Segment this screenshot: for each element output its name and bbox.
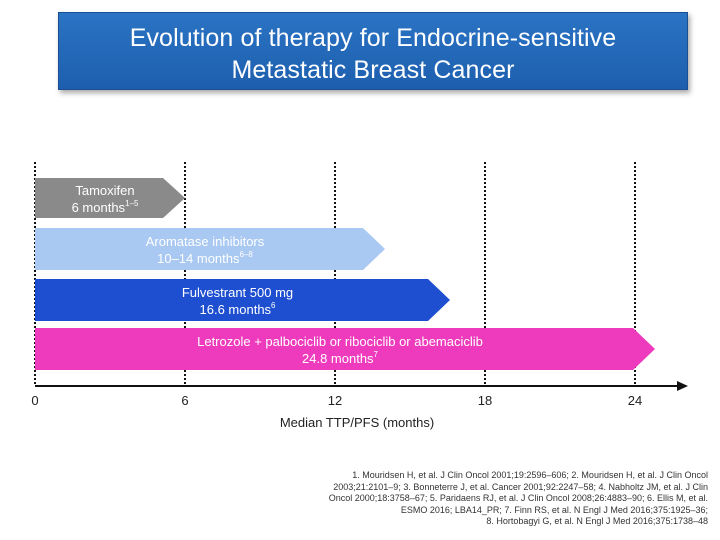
- reference-line: 1. Mouridsen H, et al. J Clin Oncol 2001…: [352, 470, 708, 480]
- title-line-1: Evolution of therapy for Endocrine-sensi…: [129, 24, 617, 52]
- bar-label-name: Tamoxifen: [75, 183, 134, 198]
- bar-label-name: Fulvestrant 500 mg: [182, 285, 293, 300]
- reference-line: Oncol 2000;18:3758–67; 5. Paridaens RJ, …: [328, 493, 708, 504]
- x-tick-label: 24: [628, 393, 642, 408]
- bar-2: [35, 279, 450, 321]
- bar-label-value: 24.8 months7: [302, 350, 379, 366]
- x-axis-arrow: [677, 381, 688, 391]
- bar-label-name: Aromatase inhibitors: [146, 234, 265, 249]
- x-tick-label: 18: [478, 393, 492, 408]
- x-tick-label: 0: [31, 393, 38, 408]
- bar-1: [35, 228, 385, 270]
- bar-label-value: 10–14 months6–8: [157, 250, 253, 266]
- title-banner: Evolution of therapy for Endocrine-sensi…: [58, 12, 688, 90]
- bar-label-name: Letrozole + palbociclib or ribociclib or…: [197, 334, 483, 349]
- references: 1. Mouridsen H, et al. J Clin Oncol 2001…: [300, 470, 708, 528]
- x-tick-label: 12: [328, 393, 342, 408]
- bar-0: [35, 178, 185, 218]
- bar-label-value: 6 months1–5: [72, 199, 139, 215]
- x-tick-label: 6: [181, 393, 188, 408]
- bar-label-value: 16.6 months6: [200, 301, 277, 317]
- reference-line: 8. Hortobagyi G, et al. N Engl J Med 201…: [486, 516, 708, 527]
- reference-line: ESMO 2016; LBA14_PR; 7. Finn RS, et al. …: [400, 504, 708, 515]
- bar-3: [35, 328, 655, 370]
- title-line-2: Metastatic Breast Cancer: [231, 56, 515, 84]
- x-axis-label: Median TTP/PFS (months): [280, 415, 434, 430]
- reference-line: 2003;21:2101–9; 3. Bonneterre J, et al. …: [333, 481, 708, 492]
